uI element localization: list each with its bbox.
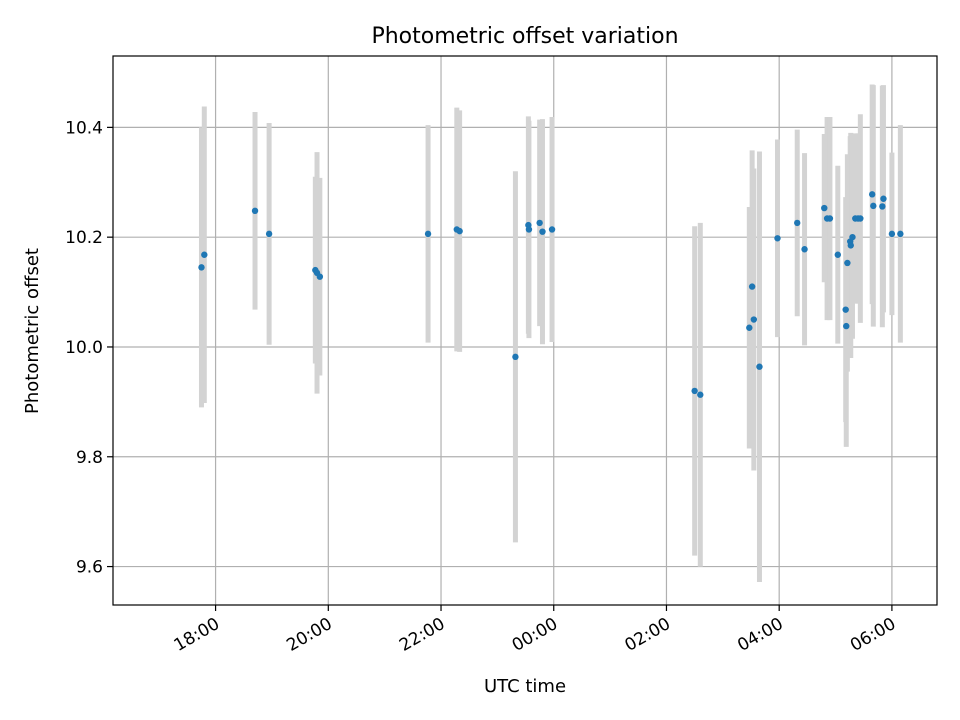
data-point (868, 191, 876, 198)
y-tick-label: 9.8 (76, 448, 103, 468)
data-point (424, 230, 432, 238)
data-point (456, 227, 463, 235)
y-tick-label: 10.2 (65, 228, 103, 248)
x-axis-label: UTC time (484, 676, 566, 697)
data-points (198, 191, 904, 398)
y-axis-ticks: 9.6 9.8 10.0 10.2 10.4 (65, 118, 113, 578)
data-point (844, 259, 851, 267)
data-point (794, 219, 801, 227)
data-point (842, 306, 849, 313)
data-point (525, 226, 533, 233)
data-point (888, 230, 896, 238)
y-tick-label: 9.6 (76, 558, 103, 578)
data-point (826, 215, 834, 222)
data-point (536, 219, 543, 227)
data-point (512, 353, 519, 361)
data-point (539, 228, 546, 235)
data-point (801, 246, 808, 253)
data-point (316, 273, 324, 280)
chart-title: Photometric offset variation (371, 24, 678, 49)
data-point (251, 207, 259, 215)
data-point (879, 203, 886, 210)
y-tick-label: 10.4 (65, 118, 103, 138)
data-point (870, 202, 877, 210)
data-point (548, 226, 556, 233)
data-point (691, 387, 698, 395)
data-point (880, 195, 887, 202)
data-point (834, 251, 842, 258)
data-point (756, 363, 763, 370)
data-point (697, 391, 704, 398)
data-point (897, 230, 904, 238)
data-point (843, 322, 850, 330)
data-point (857, 215, 864, 222)
plot-area-frame (112, 55, 938, 606)
data-point (748, 283, 756, 290)
data-point (198, 264, 205, 271)
y-axis-label: Photometric offset (22, 248, 43, 414)
data-point (849, 233, 856, 241)
data-point (847, 242, 854, 249)
data-point (774, 235, 781, 242)
data-point (265, 230, 273, 238)
data-point (746, 324, 753, 331)
data-point (201, 251, 208, 258)
data-point (750, 316, 758, 323)
data-point (821, 204, 828, 212)
y-tick-label: 10.0 (65, 338, 103, 358)
